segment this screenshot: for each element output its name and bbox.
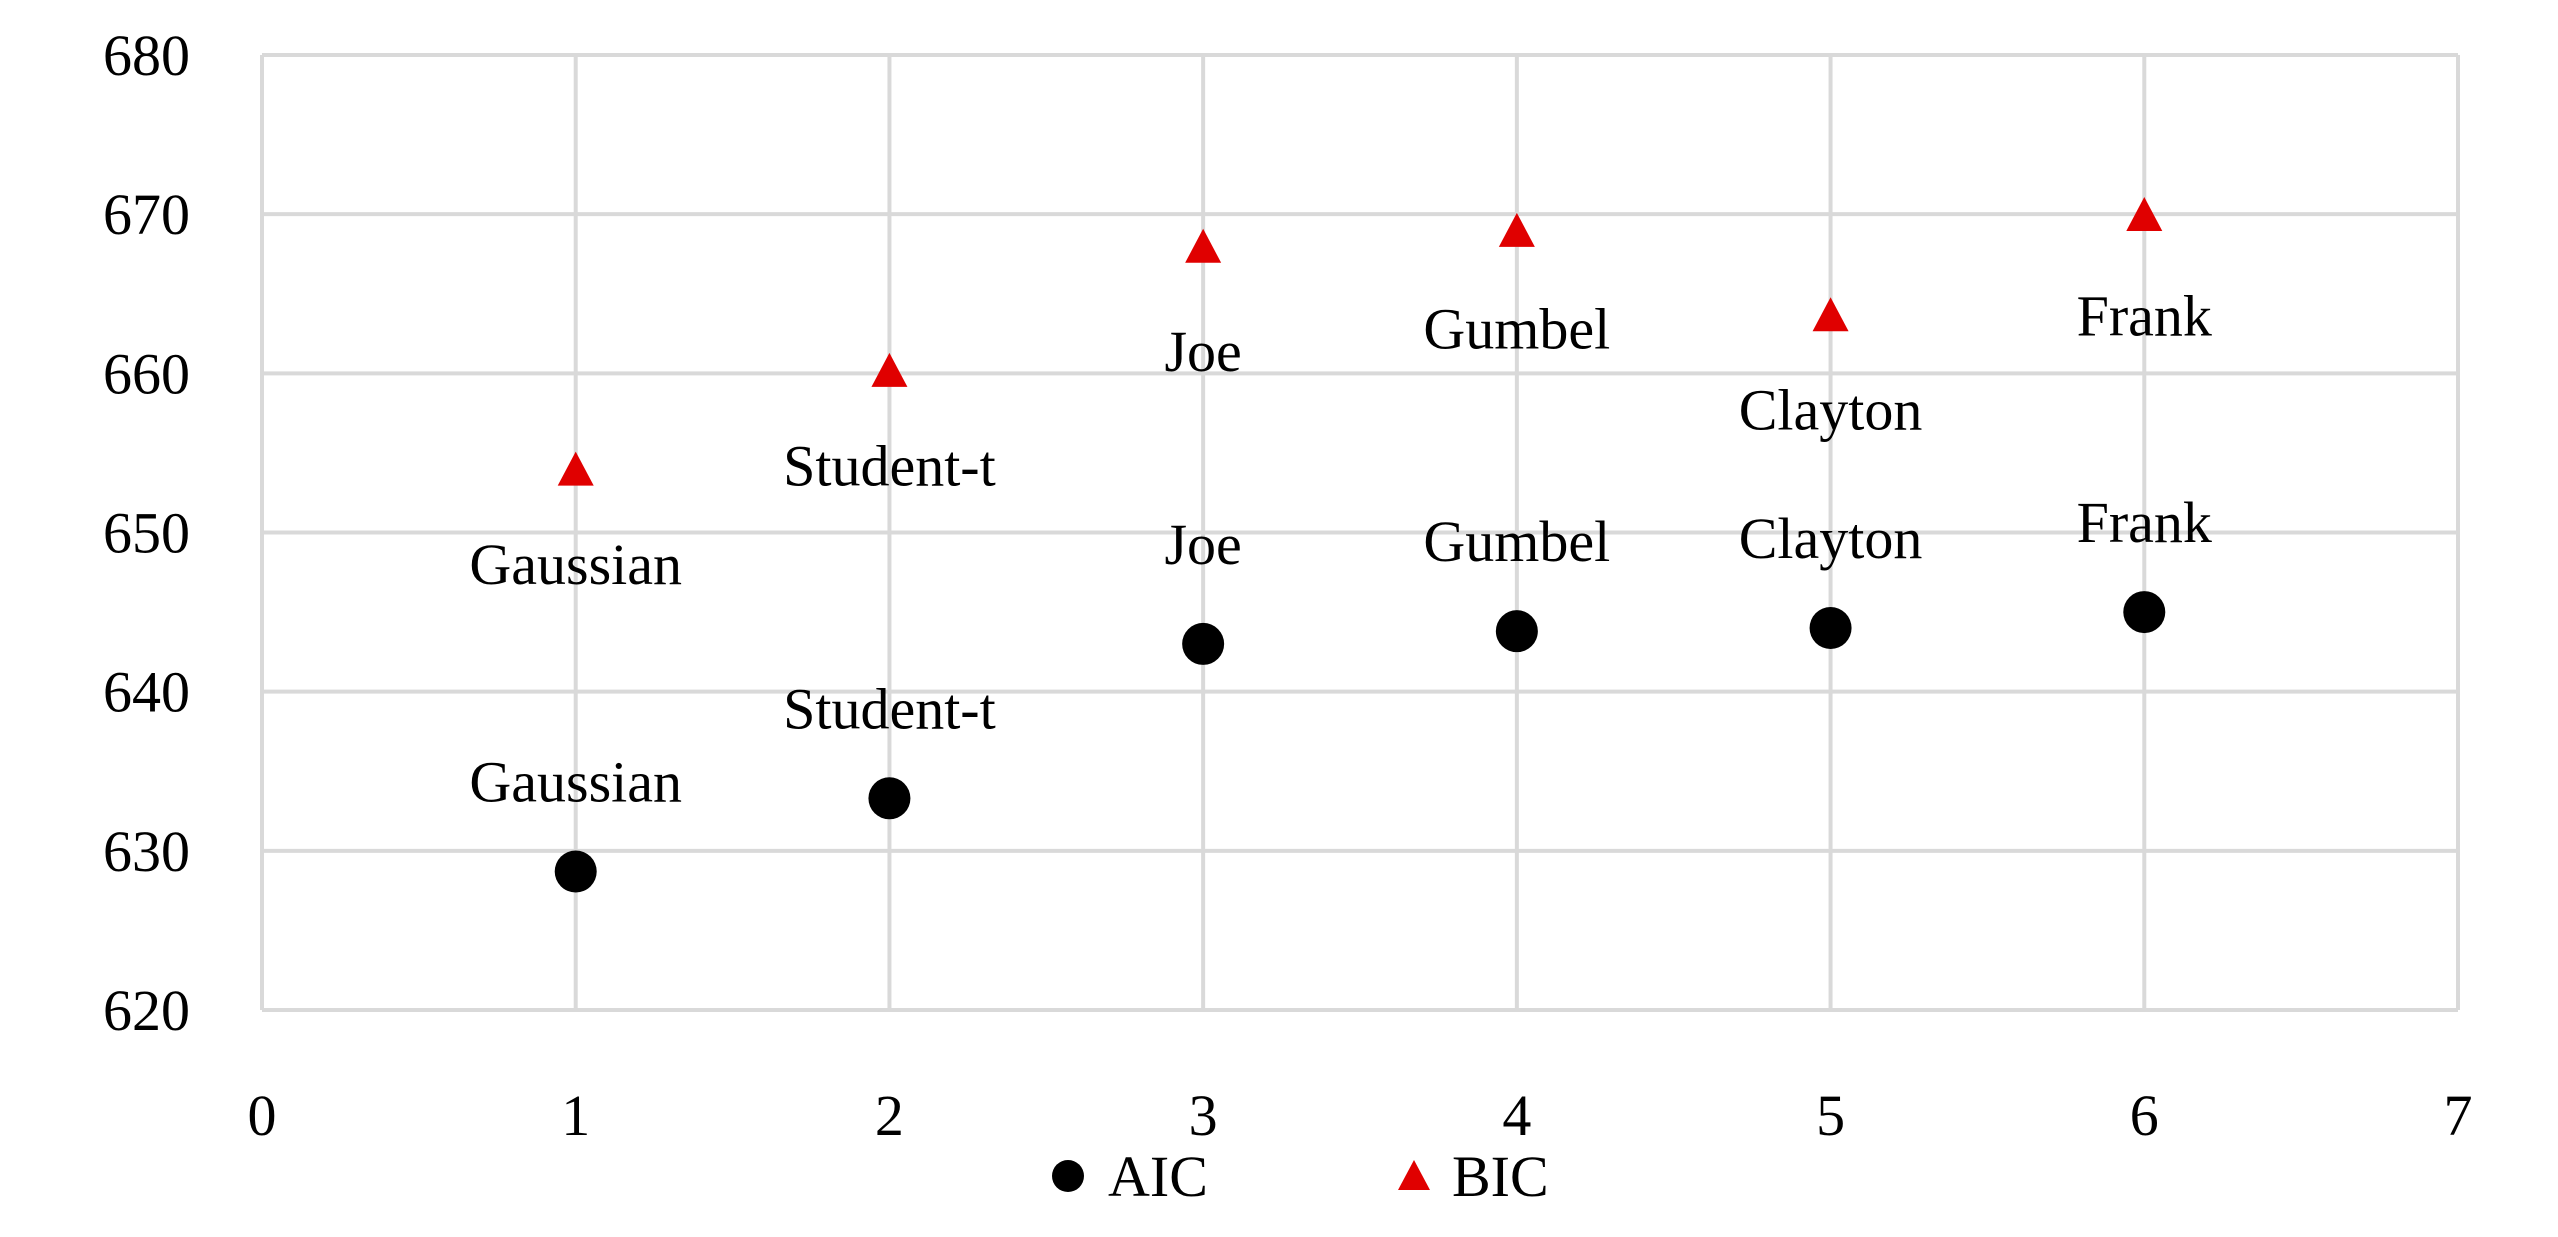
aic-point (1809, 607, 1852, 649)
aic-point-label: Gaussian (469, 750, 682, 815)
x-tick-label: 1 (561, 1083, 590, 1148)
bic-point (1185, 228, 1222, 263)
point-labels: Gaussian Student-t Joe Gumbel Clayton Frank Ga… (469, 283, 2212, 814)
legend-aic-marker (1052, 1160, 1084, 1192)
bic-point-label: Student-t (783, 433, 996, 498)
y-tick-label: 640 (103, 660, 190, 725)
aic-point (554, 850, 597, 893)
x-tick-label: 3 (1189, 1083, 1218, 1148)
x-tick-label: 6 (2130, 1083, 2159, 1148)
bic-point (2126, 196, 2163, 231)
bic-point-label: Clayton (1739, 378, 1923, 443)
bic-point (1812, 297, 1849, 332)
aic-point (1182, 622, 1225, 665)
legend-aic-label: AIC (1108, 1144, 1208, 1209)
bic-point (871, 352, 908, 387)
bic-point (1498, 212, 1535, 247)
y-tick-label: 630 (103, 819, 190, 884)
bic-point-label: Joe (1164, 319, 1241, 384)
x-tick-label: 2 (875, 1083, 904, 1148)
data-points (554, 196, 2166, 893)
y-tick-label: 620 (103, 978, 190, 1043)
y-tick-label: 660 (103, 341, 190, 406)
aic-point-label: Joe (1164, 512, 1241, 577)
x-tick-label: 4 (1502, 1083, 1531, 1148)
aic-point-label: Student-t (783, 676, 996, 741)
legend-bic-marker (1398, 1160, 1430, 1190)
aic-point-label: Clayton (1739, 506, 1923, 571)
x-tick-label: 5 (1816, 1083, 1845, 1148)
legend: AIC BIC (1052, 1144, 1549, 1209)
y-tick-label: 670 (103, 182, 190, 247)
bic-point-label: Gaussian (469, 532, 682, 597)
aic-point (868, 777, 911, 820)
x-tick-label: 0 (248, 1083, 277, 1148)
bic-point (557, 451, 594, 486)
x-axis-ticks: 0 1 2 3 4 5 6 7 (248, 1083, 2473, 1148)
y-tick-label: 680 (103, 23, 190, 88)
legend-bic-label: BIC (1452, 1144, 1549, 1209)
bic-point-label: Frank (2077, 283, 2212, 348)
bic-point-label: Gumbel (1423, 296, 1610, 361)
x-tick-label: 7 (2444, 1083, 2473, 1148)
y-tick-label: 650 (103, 501, 190, 566)
aic-point-label: Gumbel (1423, 509, 1610, 574)
aic-point (1495, 610, 1538, 653)
aic-point (2123, 591, 2166, 634)
aic-point-label: Frank (2077, 490, 2212, 555)
y-axis-ticks: 620 630 640 650 660 670 680 (103, 23, 190, 1043)
